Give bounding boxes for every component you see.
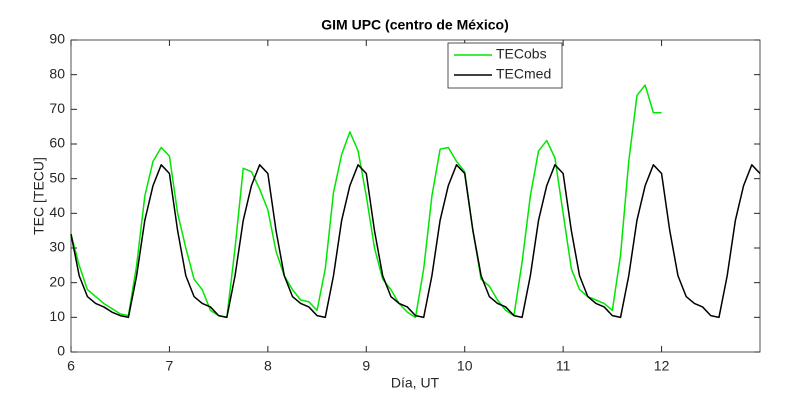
legend-label: TECobs — [496, 46, 547, 62]
x-tick-label: 6 — [67, 358, 75, 374]
x-tick-label: 7 — [166, 358, 174, 374]
series-line — [70, 84, 662, 319]
x-tick-label: 12 — [654, 358, 670, 374]
plot-area — [70, 39, 761, 353]
y-tick-label: 50 — [49, 169, 65, 185]
y-tick-label: 40 — [49, 204, 65, 220]
y-tick-label: 30 — [49, 239, 65, 255]
x-tick-label: 9 — [362, 358, 370, 374]
y-tick-label: 20 — [49, 273, 65, 289]
y-tick-label: 60 — [49, 135, 65, 151]
x-tick-label: 8 — [264, 358, 272, 374]
series-line — [70, 164, 761, 319]
y-tick-label: 0 — [57, 343, 65, 359]
y-tick-label: 70 — [49, 100, 65, 116]
y-tick-label: 80 — [49, 65, 65, 81]
x-tick-label: 10 — [457, 358, 473, 374]
y-tick-label: 10 — [49, 308, 65, 324]
legend-box — [447, 42, 563, 89]
x-tick-label: 11 — [556, 358, 571, 374]
chart-title: GIM UPC (centro de México) — [321, 17, 508, 33]
y-tick-label: 90 — [49, 31, 65, 47]
y-axis-label: TEC [TECU] — [31, 157, 47, 235]
legend-label: TECmed — [496, 66, 551, 82]
x-axis-label: Día, UT — [391, 375, 440, 391]
